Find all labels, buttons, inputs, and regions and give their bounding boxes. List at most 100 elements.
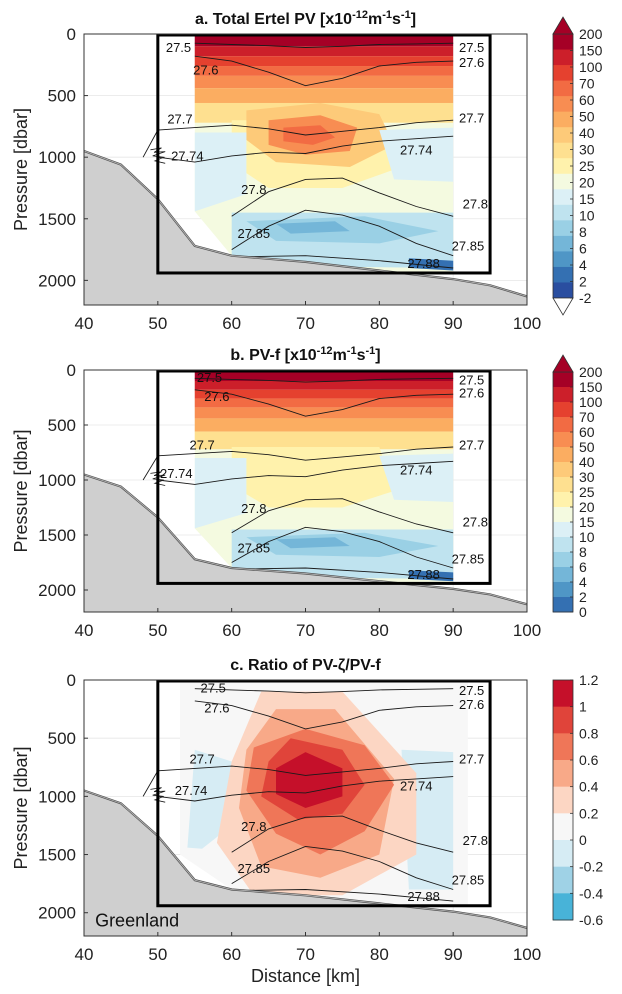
colorbar-segment <box>553 567 573 583</box>
colorbar-segment <box>553 127 573 144</box>
colorbar-segment <box>553 680 573 708</box>
chart-title: c. Ratio of PV-ζ/PV-f <box>230 657 381 674</box>
y-tick-label: 1000 <box>38 148 76 167</box>
field-band <box>194 56 454 67</box>
colorbar-label: 100 <box>579 59 603 75</box>
x-tick-label: 100 <box>513 945 541 964</box>
isopycnal-label: 27.6 <box>459 55 484 70</box>
field-band <box>194 398 454 408</box>
isopycnal-label: 27.6 <box>459 386 484 401</box>
field-band <box>194 389 454 399</box>
y-tick-label: 2000 <box>38 581 76 600</box>
isopycnal-label: 27.6 <box>204 389 229 404</box>
panel-3: 27.5 27.527.6 27.627.7 27.727.74 27.7427.827… <box>11 657 541 986</box>
colorbar-segment <box>553 417 573 433</box>
isopycnal-label: 27.7 <box>189 437 214 452</box>
colorbar-label: 4 <box>579 257 587 273</box>
colorbar-segment <box>553 522 573 538</box>
colorbar-segment <box>553 537 573 553</box>
isopycnal-27-74 <box>157 135 454 163</box>
isopycnal-27-88 <box>231 567 454 580</box>
y-axis-label: Pressure [dbar] <box>11 746 31 869</box>
field-band <box>194 418 454 432</box>
annotation-greenland: Greenland <box>95 911 179 931</box>
field-blue <box>379 127 454 182</box>
x-tick-label: 80 <box>370 314 389 333</box>
colorbar-segment <box>553 733 573 761</box>
y-tick-label: 1500 <box>38 526 76 545</box>
y-axis-label: Pressure [dbar] <box>11 429 31 552</box>
colorbar-segment <box>553 142 573 159</box>
isopycnal-label: 27.8 <box>463 833 488 848</box>
colorbar-label: -0.6 <box>579 912 603 928</box>
colorbar-label: 10 <box>579 208 595 224</box>
x-tick-label: 40 <box>75 314 94 333</box>
colorbar-label: 15 <box>579 191 595 207</box>
colorbar-label: 150 <box>579 379 603 395</box>
colorbar-segment <box>553 220 573 237</box>
y-tick-label: 500 <box>48 729 76 748</box>
field-blue <box>379 453 454 502</box>
isopycnal-label: 27.88 <box>407 567 440 582</box>
isopycnal-label: 27.85 <box>238 861 271 876</box>
colorbar-label: 20 <box>579 175 595 191</box>
colorbar-label: 8 <box>579 224 587 240</box>
y-tick-label: 0 <box>67 361 76 380</box>
colorbar-label: -0.2 <box>579 859 603 875</box>
colorbar-label: 30 <box>579 469 595 485</box>
isopycnal-label: 27.74 <box>400 778 433 793</box>
isopycnal-label: 27.7 <box>459 110 484 125</box>
colorbar-label: 40 <box>579 125 595 141</box>
x-tick-label: 50 <box>148 314 167 333</box>
field-yellow <box>231 447 395 508</box>
isopycnal-27-74 <box>157 460 454 485</box>
colorbar-label: 70 <box>579 409 595 425</box>
x-tick-label: 50 <box>148 621 167 640</box>
colorbar-segment <box>553 387 573 403</box>
isopycnal-27-8 <box>231 498 454 534</box>
colorbar-segment <box>553 840 573 868</box>
isopycnal-label: 27.6 <box>193 62 218 77</box>
field-blue <box>194 458 247 529</box>
field-band <box>194 381 454 390</box>
x-tick-label: 70 <box>296 621 315 640</box>
isopycnal-label: 27.88 <box>407 256 440 271</box>
x-tick-label: 50 <box>148 945 167 964</box>
colorbar-label: 20 <box>579 499 595 515</box>
bathymetry-line <box>84 474 527 605</box>
colorbar-segment <box>553 111 573 128</box>
x-tick-label: 60 <box>222 621 241 640</box>
field-band <box>194 88 454 103</box>
colorbar-segment <box>553 204 573 221</box>
y-tick-label: 500 <box>48 416 76 435</box>
colorbar-segment <box>553 65 573 82</box>
isopycnal-label: 27.5 <box>201 681 226 696</box>
isopycnal-27-7 <box>142 119 454 158</box>
isopycnal-27-85 <box>231 209 454 257</box>
colorbar-label: 4 <box>579 574 587 590</box>
field-deep <box>276 537 350 549</box>
colorbar-segment <box>553 80 573 97</box>
y-tick-label: 1000 <box>38 787 76 806</box>
colorbar-label: 6 <box>579 241 587 257</box>
field-blue <box>194 132 247 212</box>
colorbar-extend-bottom <box>552 297 574 316</box>
isopycnal-27-88 <box>231 255 454 269</box>
y-tick-label: 1500 <box>38 846 76 865</box>
colorbar-label: 25 <box>579 484 595 500</box>
colorbar-label: 15 <box>579 514 595 530</box>
x-tick-label: 90 <box>444 621 463 640</box>
field-band <box>194 66 454 76</box>
colorbar-label: 0 <box>579 604 587 620</box>
colorbar-label: 10 <box>579 529 595 545</box>
isopycnal-label: 27.8 <box>241 819 266 834</box>
bathymetry-line <box>84 150 527 297</box>
colorbar-segment <box>553 447 573 463</box>
colorbar-label: 2 <box>579 274 587 290</box>
colorbar-segment <box>553 34 573 51</box>
colorbar-segment <box>553 477 573 493</box>
isopycnal-label: 27.5 <box>166 40 191 55</box>
isopycnal-27-5 <box>194 688 454 694</box>
isopycnal-label: 27.5 <box>197 370 222 385</box>
